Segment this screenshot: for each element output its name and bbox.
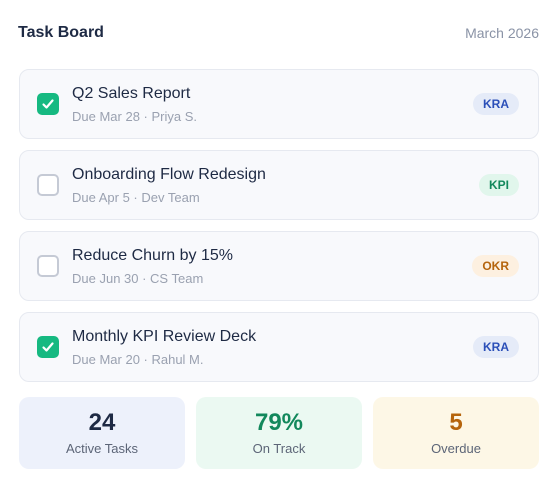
task-name: Q2 Sales Report: [72, 85, 191, 102]
stat-label: Overdue: [431, 441, 481, 456]
task-name: Monthly KPI Review Deck: [72, 328, 257, 345]
check-icon: [42, 99, 54, 109]
task-card[interactable]: Reduce Churn by 15% Due Jun 30 · CS Team…: [19, 231, 539, 301]
board-header: Task Board March 2026: [18, 22, 539, 44]
stat-active-tasks: 24 Active Tasks: [19, 397, 185, 469]
board-title: Task Board: [18, 24, 104, 41]
task-name: Reduce Churn by 15%: [72, 247, 233, 264]
task-checkbox[interactable]: [37, 93, 59, 115]
task-name: Onboarding Flow Redesign: [72, 166, 266, 183]
check-icon: [42, 342, 54, 352]
task-badge: KRA: [473, 93, 519, 115]
task-checkbox[interactable]: [37, 255, 59, 277]
board-date: March 2026: [465, 25, 539, 41]
stat-value: 79%: [254, 409, 304, 436]
task-meta: Due Mar 28 · Priya S.: [72, 109, 197, 124]
task-badge: KPI: [478, 174, 519, 196]
stat-label: On Track: [252, 441, 306, 456]
task-meta: Due Jun 30 · CS Team: [72, 271, 204, 286]
task-card[interactable]: Onboarding Flow Redesign Due Apr 5 · Dev…: [19, 150, 539, 220]
stat-label: Active Tasks: [65, 441, 138, 456]
stat-overdue: 5 Overdue: [373, 397, 539, 469]
task-checkbox[interactable]: [37, 336, 59, 358]
stat-value: 5: [449, 409, 463, 436]
task-meta: Due Apr 5 · Dev Team: [72, 190, 200, 205]
task-badge: KRA: [473, 336, 519, 358]
task-checkbox[interactable]: [37, 174, 59, 196]
task-card[interactable]: Q2 Sales Report Due Mar 28 · Priya S. KR…: [19, 69, 539, 139]
task-badge: OKR: [472, 255, 519, 277]
task-meta: Due Mar 20 · Rahul M.: [72, 352, 204, 367]
stat-on-track: 79% On Track: [196, 397, 362, 469]
task-card[interactable]: Monthly KPI Review Deck Due Mar 20 · Rah…: [19, 312, 539, 382]
stat-value: 24: [88, 409, 116, 436]
